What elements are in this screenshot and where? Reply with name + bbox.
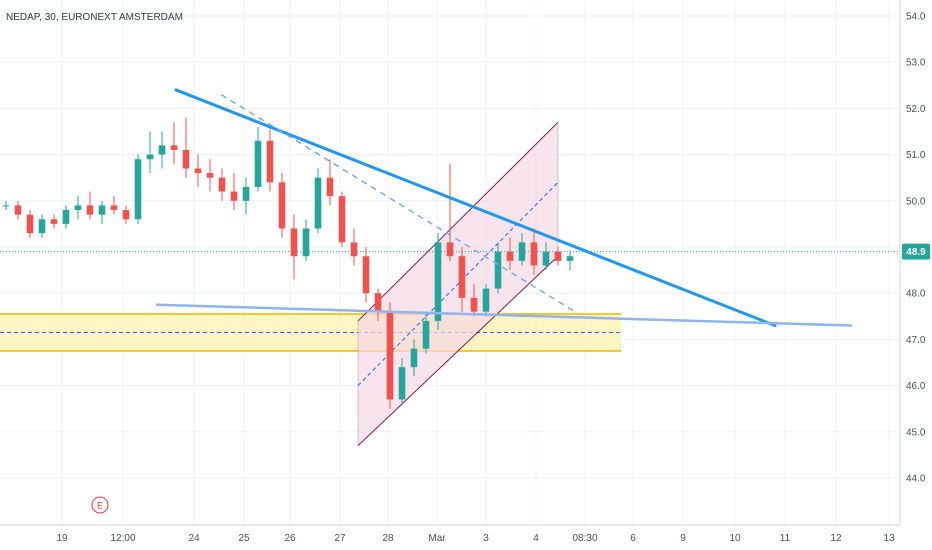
candle-body (110, 205, 118, 211)
candle-body (230, 191, 238, 201)
candle-body (62, 210, 70, 224)
candle-body (542, 251, 550, 266)
price-tick-label: 54.0 (906, 12, 926, 23)
time-tick-label: 25 (238, 533, 250, 544)
candle-body (494, 251, 502, 289)
candle-body (206, 173, 214, 178)
candle-body (554, 251, 562, 261)
candle-body (26, 214, 34, 234)
price-tick-label: 48.0 (906, 289, 926, 300)
candle-body (170, 145, 178, 150)
time-tick-label: 19 (56, 533, 68, 544)
last-price-label-bg (902, 243, 930, 260)
time-tick-label: 12 (830, 533, 842, 544)
candle-body (482, 288, 490, 312)
candle-body (326, 177, 334, 197)
channel-lower-line (357, 255, 559, 447)
candle-body (218, 177, 226, 192)
price-tick-label: 50.0 (906, 196, 926, 207)
candle-body (530, 242, 538, 266)
drawings-back (0, 121, 900, 447)
candle-body (422, 320, 430, 349)
candle-body (290, 228, 298, 257)
drawings-front (155, 88, 853, 328)
time-tick-label: 12:00 (110, 533, 135, 544)
candle-body (122, 210, 130, 220)
price-tick-label: 51.0 (906, 150, 926, 161)
earnings-marker[interactable]: E (91, 496, 109, 514)
price-tick-label: 47.0 (906, 335, 926, 346)
candle-body (158, 145, 166, 155)
candle-body (350, 242, 358, 257)
candle-body (446, 242, 454, 257)
candle-body (146, 154, 154, 160)
price-tick-label: 45.0 (906, 427, 926, 438)
candle-body (506, 251, 514, 261)
candle-body (410, 348, 418, 368)
symbol-title: NEDAP, 30, EURONEXT AMSTERDAM (6, 12, 183, 23)
price-tick-label: 44.0 (906, 474, 926, 485)
candle-body (314, 177, 322, 229)
candle-body (182, 149, 190, 169)
time-tick-label: 11 (780, 533, 791, 544)
time-tick-label: 28 (382, 533, 394, 544)
candle-body (470, 297, 478, 312)
candle-body (278, 182, 286, 229)
price-tick-label: 46.0 (906, 381, 926, 392)
dashed-trendline (220, 93, 576, 313)
price-tick-label: 52.0 (906, 104, 926, 115)
earnings-label: E (97, 501, 103, 511)
candle-body (14, 205, 22, 215)
candles (2, 117, 574, 409)
time-tick-label: 27 (334, 533, 346, 544)
candle-body (50, 219, 58, 224)
price-axis-bg[interactable] (900, 0, 932, 525)
price-tick-label: 53.0 (906, 58, 926, 69)
time-tick-label: 13 (883, 533, 895, 544)
time-tick-label: 08:30 (572, 533, 597, 544)
time-tick-label: 26 (284, 533, 296, 544)
time-tick-label: 24 (188, 533, 200, 544)
last-price-badge: 48.9 (902, 243, 930, 260)
candle-body (86, 205, 94, 215)
candle-body (254, 140, 262, 187)
candle-body (458, 256, 466, 298)
time-tick-label: 10 (729, 533, 741, 544)
candle-body (302, 228, 310, 257)
candle-body (134, 159, 142, 220)
candle-body (266, 140, 274, 183)
candle-body (98, 205, 106, 215)
candle-body (362, 256, 370, 294)
channel-midline (357, 181, 559, 386)
descending-trendline (174, 88, 777, 328)
earnings-icon[interactable] (91, 496, 109, 514)
candle-body (2, 205, 10, 207)
support-line (155, 303, 853, 327)
time-tick-label: 4 (533, 533, 539, 544)
candle-body (518, 242, 526, 261)
candle-body (434, 242, 442, 321)
candle-body (566, 256, 574, 261)
time-tick-label: Mar (428, 533, 446, 544)
last-price-label: 48.9 (906, 247, 926, 258)
candle-body (374, 293, 382, 312)
candle-body (338, 196, 346, 243)
candle-body (38, 219, 46, 234)
time-tick-label: 6 (630, 533, 636, 544)
candle-body (74, 205, 82, 211)
channel-upper-line (357, 121, 559, 322)
grid (0, 0, 900, 525)
candle-body (194, 168, 202, 174)
time-tick-label: 3 (483, 533, 489, 544)
candle-body (242, 186, 250, 201)
candle-body (386, 311, 394, 400)
time-axis-bg[interactable] (0, 525, 932, 550)
candle-body (398, 367, 406, 400)
time-tick-label: 9 (680, 533, 686, 544)
time-tick-labels: 19 12:00 24 25 26 27 28 Mar 3 4 08:30 6 9 10 11 12 13 (56, 533, 895, 544)
